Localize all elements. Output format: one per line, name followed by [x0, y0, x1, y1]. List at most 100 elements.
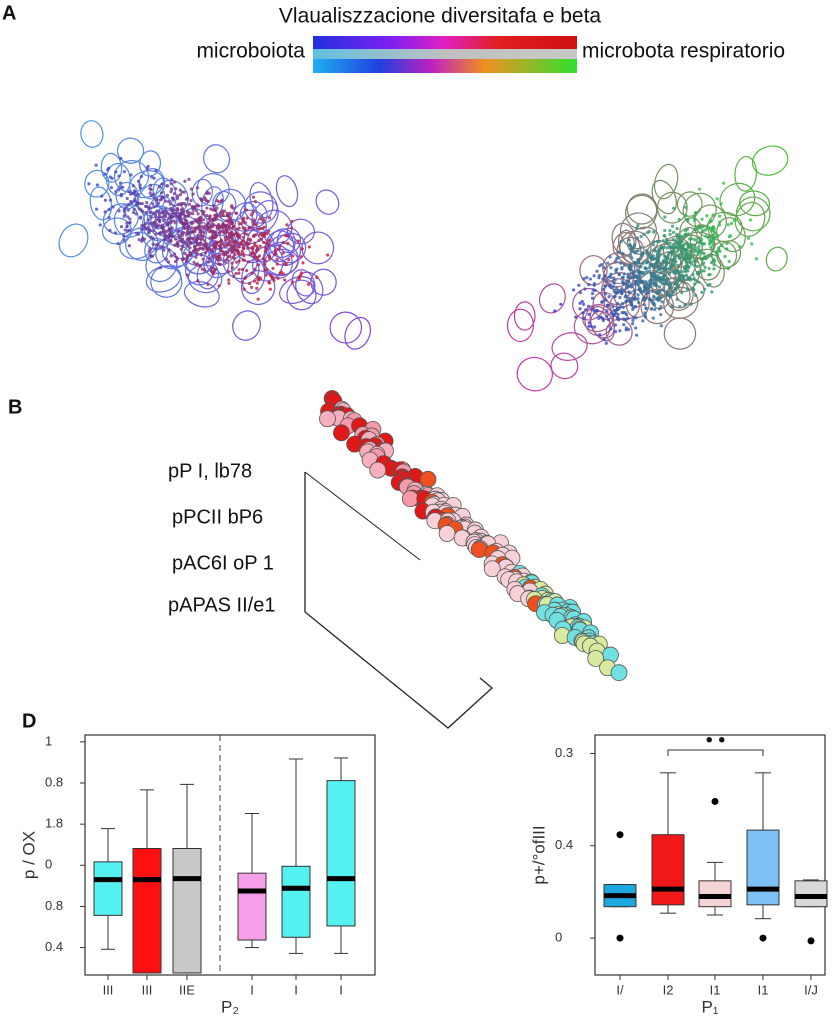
sample-point: [685, 251, 689, 255]
sample-point: [167, 200, 171, 204]
sample-point: [614, 270, 618, 274]
sample-point: [617, 272, 621, 276]
sample-point: [250, 271, 254, 275]
sample-point: [693, 238, 697, 242]
sample-point: [613, 295, 617, 299]
sample-point: [622, 289, 626, 293]
sample-point: [281, 251, 285, 255]
sample-point: [678, 238, 682, 242]
sample-point: [201, 212, 205, 216]
sample-point: [169, 181, 173, 186]
sample-point: [151, 242, 155, 246]
sample-point: [189, 199, 193, 203]
sample-point: [164, 199, 168, 203]
sample-point: [256, 275, 260, 279]
sample-point: [697, 244, 701, 249]
sample-point: [196, 279, 200, 283]
x-tick-label: I/: [616, 982, 624, 997]
pathway-label: pAC6I oP 1: [172, 552, 274, 574]
cluster-ellipse: [506, 308, 534, 343]
sample-point: [242, 287, 246, 291]
sample-point: [203, 251, 208, 255]
box: [698, 880, 732, 908]
sample-point: [306, 282, 311, 286]
sample-point: [648, 279, 652, 284]
sample-point: [645, 231, 650, 235]
sample-point: [723, 254, 727, 259]
y-axis-title: p / OX: [19, 831, 38, 879]
sample-point: [670, 290, 674, 294]
sample-point: [257, 254, 262, 258]
sample-point: [688, 260, 692, 265]
sample-point: [670, 224, 675, 228]
sample-point: [165, 223, 170, 227]
scale-right-label: microbota respiratorio: [582, 40, 785, 63]
sample-point: [287, 258, 291, 262]
sample-point: [630, 285, 634, 289]
cluster-ellipse: [735, 196, 771, 232]
sample-point: [622, 272, 626, 276]
sample-point: [612, 281, 616, 285]
sample-point: [170, 178, 174, 182]
box: [237, 872, 267, 941]
sample-point: [656, 291, 661, 295]
cluster-ellipse: [751, 145, 789, 176]
sample-point: [203, 196, 207, 200]
sample-point: [711, 243, 715, 247]
sample-point: [657, 307, 662, 311]
sample-point: [692, 215, 696, 219]
sample-point: [138, 183, 142, 187]
sample-point: [663, 281, 668, 285]
sample-point: [229, 231, 234, 235]
sample-point: [679, 261, 684, 265]
y-tick-label: 0.4: [45, 939, 63, 954]
sample-point: [151, 192, 156, 196]
sample-point: [624, 294, 628, 298]
x-tick-label: I: [339, 982, 343, 997]
sample-point: [671, 230, 676, 234]
sample-point: [587, 283, 591, 287]
sample-point: [692, 288, 696, 292]
sample-point: [601, 318, 605, 322]
sample-point: [223, 236, 227, 240]
sample-point: [625, 286, 629, 290]
sample-point: [226, 254, 230, 259]
sample-point: [207, 215, 212, 219]
sample-point: [660, 300, 664, 304]
x-tick-label: I: [250, 982, 254, 997]
sample-point: [130, 192, 135, 196]
sample-point: [196, 203, 200, 207]
sample-point: [603, 274, 607, 278]
sample-point: [677, 217, 681, 222]
sample-point: [290, 280, 294, 284]
sample-point: [586, 304, 591, 308]
sample-point: [246, 238, 250, 242]
cluster-ellipse: [619, 212, 657, 250]
sample-point: [215, 214, 219, 218]
sample-point: [615, 291, 619, 295]
sample-point: [233, 253, 237, 257]
box: [651, 834, 685, 906]
outlier: [711, 797, 719, 805]
sample-point: [152, 228, 156, 233]
sample-point: [714, 250, 718, 254]
sample-point: [199, 197, 203, 201]
sample-point: [126, 208, 130, 212]
sample-point: [662, 277, 666, 282]
plot-frame: [84, 734, 376, 976]
sample-point: [205, 228, 209, 232]
sample-point: [224, 219, 229, 223]
sample-point: [641, 270, 645, 274]
sample-point: [653, 257, 657, 261]
cluster-ellipse: [765, 246, 788, 272]
sample-point: [237, 271, 241, 275]
sample-point: [209, 224, 213, 228]
sample-point: [697, 225, 701, 229]
sample-point: [257, 278, 261, 282]
sample-point: [664, 237, 669, 241]
sample-point: [602, 337, 606, 341]
sample-point: [227, 278, 231, 282]
sample-point: [264, 259, 268, 263]
sample-point: [152, 205, 156, 209]
